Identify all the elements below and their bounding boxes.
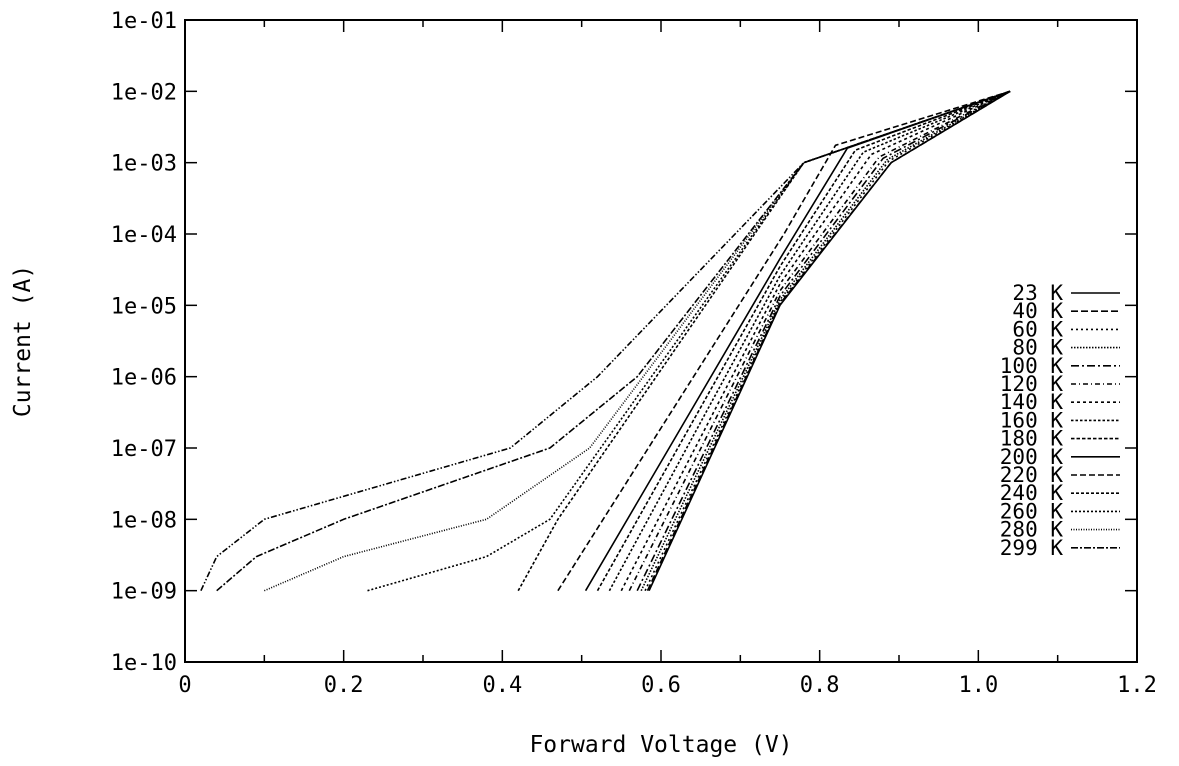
series-line-1 — [646, 90, 1011, 592]
y-tick-label: 1e-10 — [111, 651, 177, 676]
axis-tick-labels: 0 0.2 0.4 0.6 0.8 1.0 1.2 1e-10 1e-09 1e-08 1e-07 1… — [111, 9, 1157, 698]
series-line-2 — [644, 90, 1011, 592]
plot-lines — [200, 90, 1011, 592]
legend-label: 220 K — [1000, 463, 1064, 487]
series-line-0 — [648, 90, 1011, 592]
y-tick-label: 1e-09 — [111, 580, 177, 605]
axis-ticks — [184, 19, 1138, 663]
series-line-13 — [263, 90, 1011, 592]
legend-label: 80 K — [1012, 336, 1063, 360]
x-tick-label: 1.2 — [1117, 673, 1157, 698]
series-line-5 — [628, 90, 1011, 592]
y-tick-label: 1e-07 — [111, 437, 177, 462]
x-tick-label: 0.2 — [324, 673, 364, 698]
x-axis-title: Forward Voltage (V) — [529, 732, 792, 758]
y-tick-label: 1e-02 — [111, 80, 177, 105]
legend-label: 40 K — [1012, 299, 1063, 323]
series-line-9 — [584, 90, 1011, 592]
series-line-4 — [636, 90, 1011, 592]
series-line-12 — [367, 90, 1011, 592]
y-tick-label: 1e-03 — [111, 152, 177, 177]
series-line-11 — [517, 90, 1011, 592]
legend-label: 140 K — [1000, 390, 1064, 414]
series-line-3 — [640, 90, 1011, 592]
x-tick-label: 0.6 — [641, 673, 681, 698]
legend-label: 120 K — [1000, 372, 1064, 396]
series-line-7 — [608, 90, 1011, 592]
legend-label: 299 K — [1000, 536, 1064, 560]
series-line-14 — [216, 90, 1011, 592]
y-axis-title: Current (A) — [10, 265, 36, 417]
y-tick-label: 1e-01 — [111, 9, 177, 34]
legend-label: 23 K — [1012, 281, 1063, 305]
legend-label: 280 K — [1000, 518, 1064, 542]
x-tick-label: 0.8 — [800, 673, 840, 698]
y-tick-label: 1e-04 — [111, 223, 177, 248]
y-tick-label: 1e-06 — [111, 366, 177, 391]
y-tick-label: 1e-05 — [111, 294, 177, 319]
x-tick-label: 0 — [178, 673, 191, 698]
y-tick-label: 1e-08 — [111, 508, 177, 533]
legend-label: 60 K — [1012, 317, 1063, 341]
series-line-6 — [620, 90, 1011, 592]
series-line-8 — [596, 90, 1011, 592]
legend-label: 100 K — [1000, 354, 1064, 378]
x-tick-label: 1.0 — [958, 673, 998, 698]
legend-label: 180 K — [1000, 427, 1064, 451]
legend-label: 160 K — [1000, 408, 1064, 432]
series-line-15 — [200, 90, 1011, 592]
x-tick-label: 0.4 — [482, 673, 522, 698]
series-line-10 — [557, 90, 1011, 592]
legend-label: 260 K — [1000, 499, 1064, 523]
legend-label: 240 K — [1000, 481, 1064, 505]
legend-label: 200 K — [1000, 445, 1064, 469]
